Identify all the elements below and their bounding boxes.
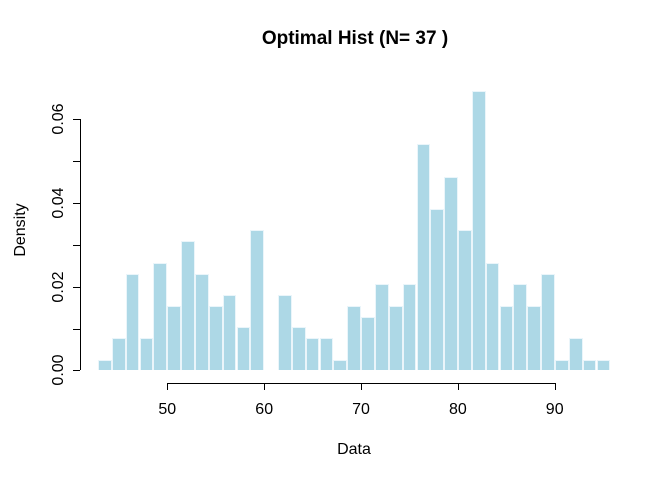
histogram-bar bbox=[194, 273, 209, 371]
histogram-bar bbox=[208, 305, 223, 371]
y-tick-label: 0.04 bbox=[50, 187, 67, 219]
histogram-bar bbox=[499, 305, 514, 371]
x-tick-label: 60 bbox=[255, 401, 274, 418]
y-axis-tick bbox=[73, 370, 80, 372]
x-axis-label: Data bbox=[337, 441, 371, 458]
x-tick-label: 50 bbox=[158, 401, 177, 418]
histogram-bar bbox=[291, 327, 306, 371]
histogram-bar bbox=[139, 338, 154, 371]
histogram-bar bbox=[416, 144, 431, 371]
histogram-bar bbox=[430, 208, 445, 371]
histogram-bar bbox=[388, 305, 403, 371]
histogram-bar bbox=[596, 359, 611, 371]
histogram-bar bbox=[319, 338, 334, 371]
y-tick-label: 0.06 bbox=[50, 103, 67, 135]
histogram-bar bbox=[444, 176, 458, 371]
histogram-bar bbox=[305, 338, 320, 371]
y-axis-tick bbox=[73, 244, 80, 246]
histogram-bar bbox=[333, 359, 348, 371]
histogram-bar bbox=[125, 273, 140, 371]
histogram-bar bbox=[278, 295, 292, 371]
y-tick-label: 0.02 bbox=[50, 271, 67, 303]
histogram-bar bbox=[374, 284, 389, 371]
histogram-bar bbox=[250, 230, 265, 371]
histogram-bar bbox=[167, 305, 181, 371]
x-axis-line bbox=[167, 383, 555, 384]
x-tick-label: 70 bbox=[352, 401, 370, 418]
histogram-bar bbox=[513, 284, 528, 371]
histogram-bar bbox=[471, 90, 486, 371]
x-tick-label: 80 bbox=[448, 401, 467, 418]
x-tick-label: 90 bbox=[545, 401, 564, 418]
chart-title: Optimal Hist (N= 37 ) bbox=[261, 28, 449, 49]
y-axis-label: Density bbox=[12, 203, 29, 257]
x-axis-tick bbox=[554, 383, 556, 390]
histogram-bar bbox=[555, 359, 569, 371]
y-axis-tick bbox=[73, 119, 80, 121]
histogram-bar bbox=[222, 295, 237, 371]
histogram-bar bbox=[98, 359, 112, 371]
histogram-bar bbox=[485, 262, 500, 371]
y-axis-tick bbox=[73, 286, 80, 288]
histogram-bar bbox=[458, 230, 472, 371]
histogram-bar bbox=[402, 284, 417, 371]
y-axis-line bbox=[80, 119, 81, 371]
histogram-bar bbox=[361, 316, 375, 371]
y-axis-tick bbox=[73, 202, 80, 204]
histogram-bar bbox=[527, 305, 542, 371]
histogram-bar bbox=[568, 338, 583, 371]
x-axis-tick bbox=[167, 383, 169, 390]
histogram-bar bbox=[153, 262, 168, 371]
y-axis-tick bbox=[73, 161, 80, 162]
histogram-bar bbox=[347, 305, 361, 371]
histogram-bar bbox=[181, 241, 195, 371]
x-axis-tick bbox=[361, 383, 362, 390]
y-axis-tick bbox=[73, 328, 80, 330]
x-axis-tick bbox=[264, 383, 266, 390]
y-tick-label: 0.00 bbox=[50, 354, 67, 386]
histogram-bar bbox=[582, 359, 597, 371]
histogram-bar bbox=[111, 338, 126, 371]
histogram-bar bbox=[541, 273, 555, 371]
histogram-bar bbox=[236, 327, 251, 371]
x-axis-tick bbox=[457, 383, 459, 390]
